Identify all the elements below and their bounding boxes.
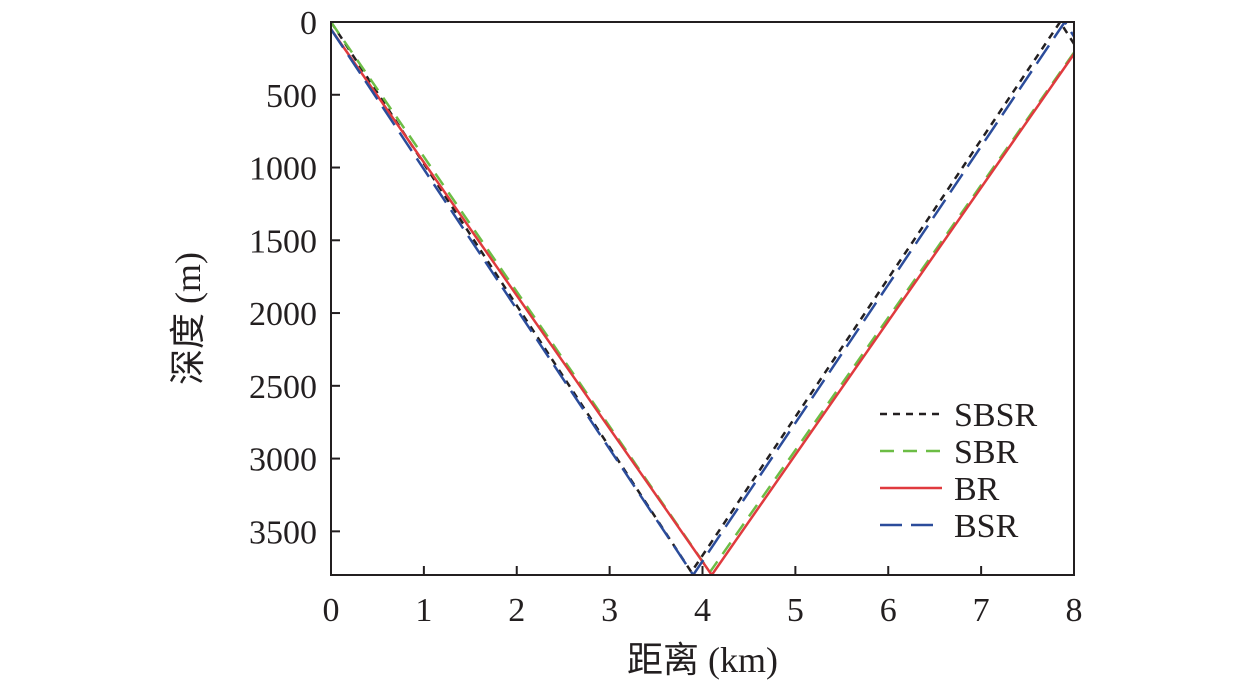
x-tick-label: 3: [601, 592, 618, 629]
legend-label-sbr: SBR: [954, 434, 1019, 471]
legend-label-br: BR: [954, 471, 1000, 508]
x-tick-label: 6: [880, 592, 897, 629]
x-tick-label: 8: [1066, 592, 1083, 629]
x-tick-label: 7: [973, 592, 990, 629]
y-tick-label: 500: [266, 78, 317, 115]
series-line-sbsr: [331, 22, 1074, 575]
legend-label-sbsr: SBSR: [954, 397, 1037, 434]
x-tick-label: 5: [787, 592, 804, 629]
y-tick-label: 0: [300, 5, 317, 42]
legend-label-bsr: BSR: [954, 508, 1019, 545]
x-tick-label: 2: [508, 592, 525, 629]
series-line-bsr: [331, 22, 1074, 575]
y-tick-label: 1500: [249, 223, 317, 260]
axes: 0 1 2 3 4 5 6 7 8 0 500 1000 1500 2000 2500 3000 3500: [249, 5, 1083, 629]
x-tick-label: 1: [415, 592, 432, 629]
y-tick-label: 3500: [249, 514, 317, 551]
x-tick-label: 4: [694, 592, 711, 629]
y-axis-label: 深度 (m): [168, 252, 208, 385]
series-line-br: [331, 28, 1074, 575]
plot-lines: [331, 22, 1074, 575]
y-tick-label: 1000: [249, 151, 317, 188]
x-axis-label: 距离 (km): [627, 640, 778, 680]
x-tick-label: 0: [323, 592, 340, 629]
y-tick-label: 3000: [249, 442, 317, 479]
y-tick-label: 2000: [249, 296, 317, 333]
y-tick-label: 2500: [249, 369, 317, 406]
